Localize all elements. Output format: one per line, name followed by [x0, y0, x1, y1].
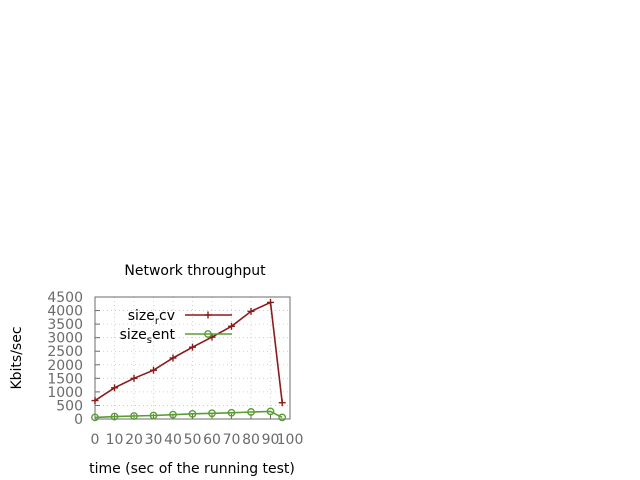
- series-line: [94, 410, 283, 419]
- series-size_sent: [91, 407, 287, 422]
- data-point: [267, 298, 274, 306]
- data-point: [130, 412, 138, 420]
- x-tick-label: 40: [164, 432, 182, 448]
- x-tick-label: 10: [106, 432, 124, 448]
- legend-label: sizesent: [120, 327, 176, 346]
- data-point: [110, 412, 119, 421]
- y-tick-label: 500: [56, 398, 83, 414]
- x-tick-label: 80: [242, 432, 260, 448]
- y-tick-label: 2500: [47, 344, 83, 360]
- y-tick-label: 4500: [47, 290, 83, 306]
- x-tick-label: 20: [125, 432, 143, 448]
- y-tick-label: 3000: [47, 331, 83, 347]
- y-tick-label: 2000: [47, 358, 83, 374]
- legend-entry: sizercv: [128, 308, 232, 327]
- chart-title: Network throughput: [124, 263, 266, 279]
- x-tick-label: 50: [184, 432, 202, 448]
- data-point: [228, 322, 235, 330]
- data-point: [227, 408, 236, 417]
- series: [91, 298, 287, 422]
- x-tick-label: 100: [277, 432, 304, 448]
- x-tick-label: 0: [91, 432, 100, 448]
- data-point: [208, 409, 216, 418]
- data-point: [278, 413, 287, 422]
- legend-entry: sizesent: [120, 327, 232, 346]
- data-point: [91, 413, 99, 422]
- x-tick-label: 60: [203, 432, 221, 448]
- data-point: [189, 343, 196, 351]
- x-tick-label: 70: [223, 432, 241, 448]
- x-tick-label: 90: [262, 432, 280, 448]
- legend-marker: [204, 311, 212, 319]
- series-size_rcv: [91, 298, 286, 407]
- data-point: [149, 411, 158, 420]
- y-axis-label: Kbits/sec: [9, 326, 25, 389]
- data-point: [247, 408, 255, 416]
- data-point: [130, 374, 138, 382]
- x-tick-label: 30: [145, 432, 163, 448]
- y-tick-label: 1500: [47, 371, 83, 387]
- data-point: [111, 384, 118, 392]
- data-point: [278, 399, 286, 407]
- data-point: [91, 397, 99, 405]
- y-tick-label: 1000: [47, 385, 83, 401]
- y-tick-label: 3500: [47, 317, 83, 333]
- legend-label: sizercv: [128, 308, 175, 327]
- series-line: [94, 301, 283, 403]
- data-point: [247, 307, 255, 315]
- data-point: [188, 409, 197, 418]
- y-tick-label: 4000: [47, 304, 83, 320]
- y-tick-label: 0: [74, 412, 83, 428]
- data-point: [150, 366, 157, 374]
- x-axis-label: time (sec of the running test): [89, 461, 295, 477]
- data-point: [169, 354, 177, 362]
- data-point: [266, 407, 275, 416]
- legend-marker: [204, 330, 212, 338]
- data-point: [169, 410, 177, 419]
